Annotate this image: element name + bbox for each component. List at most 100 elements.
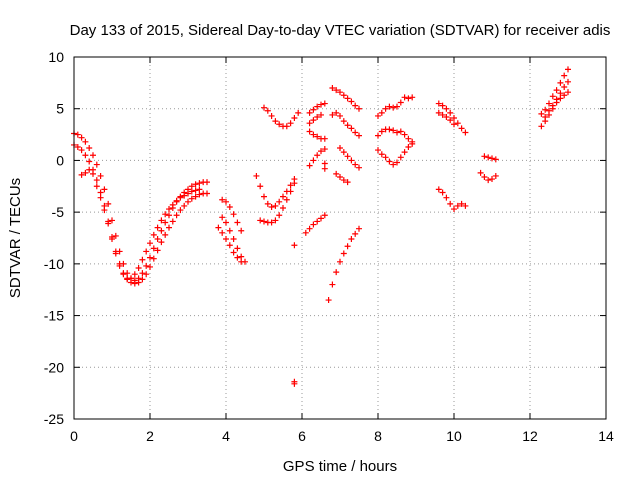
data-point xyxy=(147,254,153,261)
data-point xyxy=(105,200,112,207)
data-point xyxy=(344,243,351,250)
data-point xyxy=(489,155,495,162)
data-point xyxy=(268,219,275,226)
data-point xyxy=(196,180,203,187)
x-tick-label: 4 xyxy=(222,428,230,444)
data-point xyxy=(447,200,454,207)
y-tick-labels: 10 5 0 -5 -10 -15 -20 -25 xyxy=(44,49,64,427)
data-point xyxy=(78,171,85,178)
data-point xyxy=(185,190,191,197)
data-point xyxy=(143,271,150,278)
data-point xyxy=(310,106,317,113)
data-point xyxy=(337,89,343,96)
data-point xyxy=(485,154,492,161)
x-tick-label: 8 xyxy=(374,428,382,444)
data-point xyxy=(223,236,229,243)
data-point xyxy=(105,220,112,227)
data-point xyxy=(86,158,93,165)
data-point xyxy=(314,152,321,159)
data-point xyxy=(181,192,188,199)
data-point xyxy=(287,182,294,189)
data-point xyxy=(310,117,317,124)
x-tick-label: 10 xyxy=(446,428,462,444)
y-tick-label: 10 xyxy=(48,49,64,65)
data-point xyxy=(333,170,340,177)
data-point xyxy=(158,217,165,224)
data-point xyxy=(561,72,568,79)
data-point xyxy=(557,90,564,97)
data-point xyxy=(230,249,237,256)
data-point xyxy=(86,166,93,173)
data-point xyxy=(356,105,362,112)
data-point xyxy=(348,125,355,132)
data-point xyxy=(318,215,324,222)
data-point xyxy=(219,214,226,221)
data-point xyxy=(272,202,279,209)
data-point xyxy=(321,165,328,172)
x-axis-title: GPS time / hours xyxy=(283,458,397,475)
data-point xyxy=(458,200,465,207)
data-point xyxy=(382,154,389,161)
data-point xyxy=(405,95,412,102)
data-point xyxy=(333,109,340,116)
data-point xyxy=(557,79,564,86)
data-point xyxy=(439,189,446,196)
data-point xyxy=(337,258,343,265)
data-point xyxy=(306,128,313,135)
data-point xyxy=(280,193,286,200)
data-point xyxy=(196,191,203,198)
data-point xyxy=(154,224,161,231)
data-point xyxy=(109,217,115,224)
data-point xyxy=(386,158,393,165)
data-point xyxy=(226,203,233,210)
y-tick-label: 5 xyxy=(56,101,64,117)
data-point xyxy=(234,219,241,226)
data-point xyxy=(356,164,362,171)
data-point xyxy=(401,94,408,101)
data-point xyxy=(565,66,571,73)
data-point xyxy=(135,279,142,286)
data-point xyxy=(405,135,412,142)
data-point xyxy=(276,212,283,219)
data-point xyxy=(162,219,169,226)
data-point xyxy=(306,109,313,116)
data-point xyxy=(268,112,275,119)
data-point xyxy=(352,102,359,109)
data-point xyxy=(188,188,195,195)
data-point xyxy=(283,123,290,130)
data-point xyxy=(166,206,172,213)
data-point xyxy=(397,128,404,135)
data-point xyxy=(302,229,309,236)
data-point xyxy=(325,297,332,304)
data-point xyxy=(405,143,412,150)
data-point xyxy=(177,194,184,201)
data-point xyxy=(268,203,275,210)
data-point xyxy=(291,115,298,122)
data-point xyxy=(230,211,237,218)
data-point xyxy=(112,232,119,239)
data-point xyxy=(131,280,138,287)
y-axis-title: SDTVAR / TECUs xyxy=(7,178,24,298)
x-tick-label: 14 xyxy=(598,428,614,444)
data-point xyxy=(542,106,549,113)
data-point xyxy=(382,105,389,112)
data-point xyxy=(93,177,100,184)
axis-ticks xyxy=(73,56,607,420)
data-point xyxy=(378,128,385,135)
y-tick-label: -5 xyxy=(52,204,65,220)
data-point xyxy=(276,121,283,128)
data-point xyxy=(443,113,450,120)
data-point xyxy=(333,87,340,94)
x-tick-label: 2 xyxy=(146,428,154,444)
data-point xyxy=(97,194,104,201)
data-point xyxy=(185,198,191,205)
data-point xyxy=(261,104,267,111)
data-point xyxy=(291,242,298,249)
data-point xyxy=(344,179,351,186)
data-point xyxy=(454,120,461,127)
data-point xyxy=(314,103,321,110)
data-point xyxy=(340,250,347,257)
data-point xyxy=(314,113,321,120)
data-point xyxy=(439,102,446,109)
data-point xyxy=(447,109,454,116)
